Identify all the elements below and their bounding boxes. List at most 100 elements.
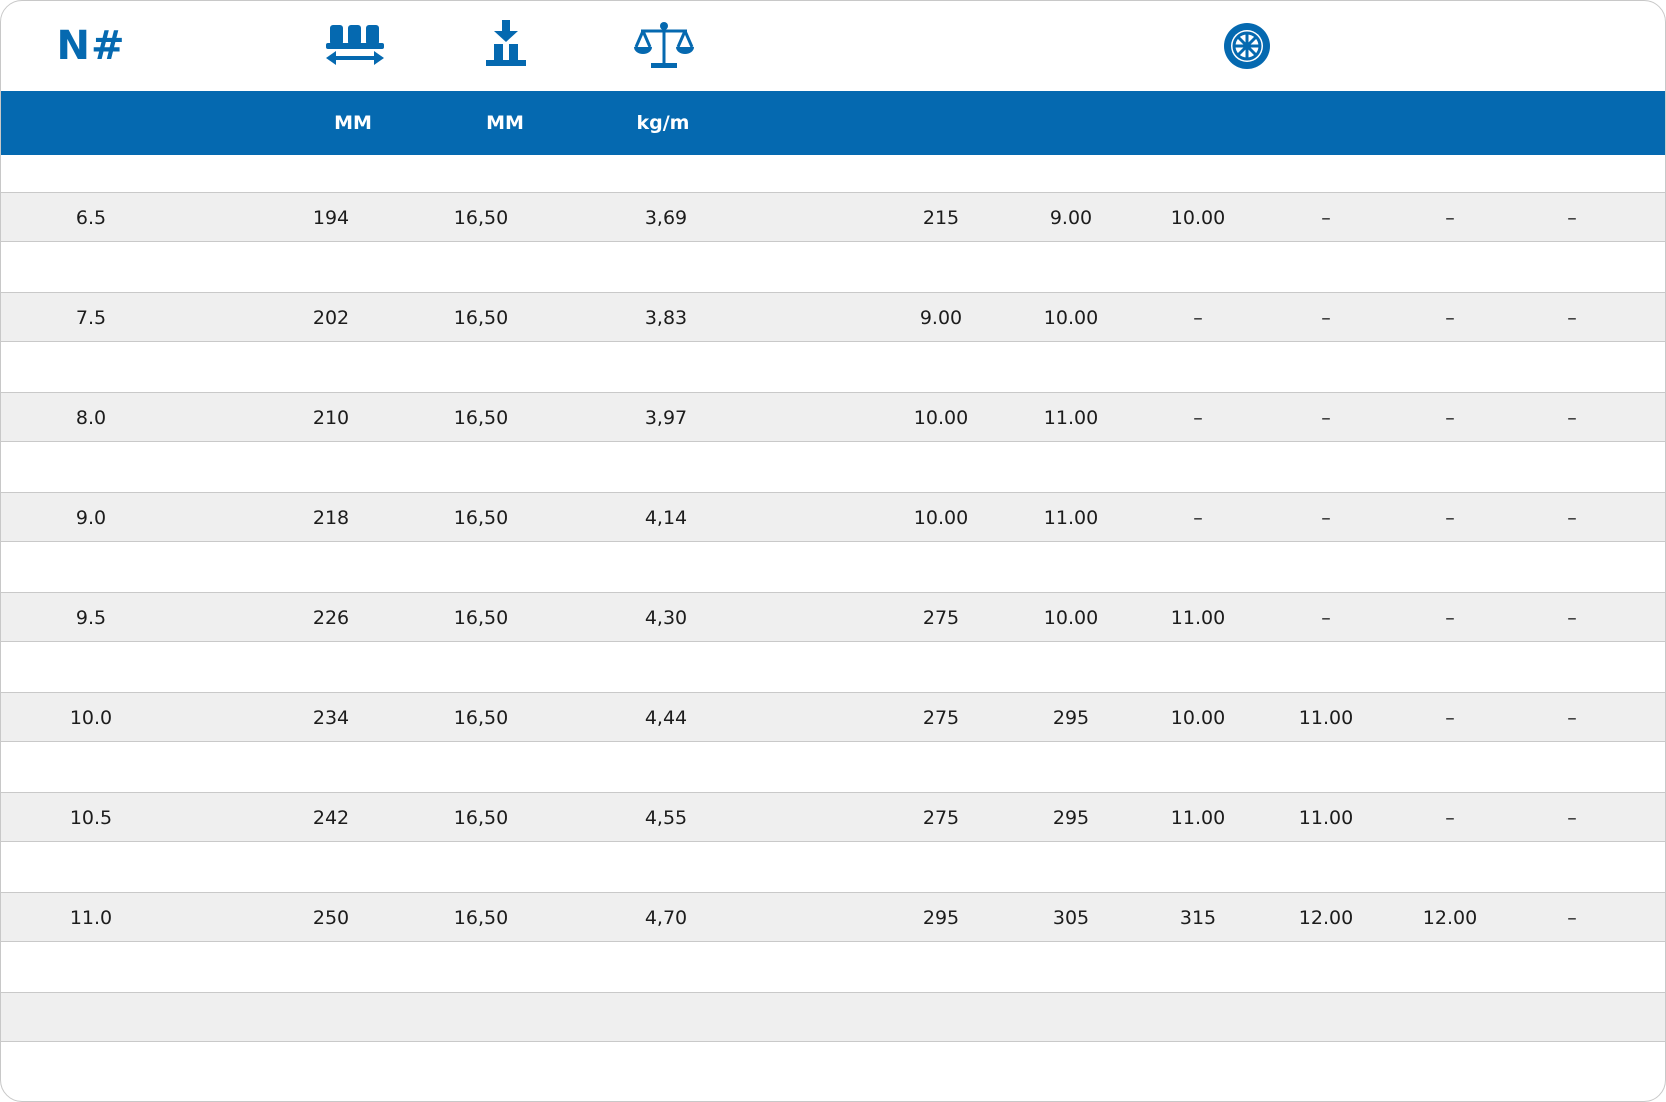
table-row: 9.0 218 16,50 4,14 10.00 11.00 – – – – [1, 492, 1665, 542]
thickness-cell: 16,50 [453, 907, 509, 929]
rim-cell: 11.00 [1170, 607, 1226, 629]
size-cell: 8.0 [75, 407, 107, 429]
width-cell: 218 [312, 507, 350, 529]
weight-cell: 4,70 [644, 907, 688, 929]
size-cell: 7.5 [75, 307, 107, 329]
size-cell: 10.5 [69, 807, 113, 829]
rim-cell: 9.00 [919, 307, 963, 329]
rim-cell: 9.00 [1049, 207, 1093, 229]
size-cell: 6.5 [75, 207, 107, 229]
rim-cell: 215 [922, 207, 960, 229]
rim-cell: – [1321, 407, 1331, 429]
width-cell: 242 [312, 807, 350, 829]
rim-cell: – [1321, 507, 1331, 529]
size-cell: 9.0 [75, 507, 107, 529]
rim-cell: – [1567, 907, 1577, 929]
rim-cell: – [1321, 307, 1331, 329]
width-unit: MM [334, 112, 372, 134]
rim-cell: – [1445, 707, 1455, 729]
weight-unit: kg/m [636, 112, 690, 134]
rim-cell: – [1567, 607, 1577, 629]
rim-cell: 275 [922, 607, 960, 629]
rim-cell: – [1193, 307, 1203, 329]
rim-cell: 10.00 [1170, 707, 1226, 729]
number-header: N# [31, 1, 151, 91]
weight-cell: 3,83 [644, 307, 688, 329]
rim-cell: – [1567, 207, 1577, 229]
rim-cell: – [1445, 607, 1455, 629]
rim-cell: 10.00 [913, 407, 969, 429]
size-cell: 11.0 [69, 907, 113, 929]
thickness-cell: 16,50 [453, 407, 509, 429]
size-cell: 9.5 [75, 607, 107, 629]
rim-cell: 11.00 [1043, 507, 1099, 529]
rim-cell: – [1567, 707, 1577, 729]
unit-header-bar: MM MM kg/m [1, 91, 1665, 155]
table-row: 8.0 210 16,50 3,97 10.00 11.00 – – – – [1, 392, 1665, 442]
rim-cell: 275 [922, 807, 960, 829]
rim-cell: – [1193, 507, 1203, 529]
table-row: 10.0 234 16,50 4,44 275 295 10.00 11.00 … [1, 692, 1665, 742]
weight-cell: 4,44 [644, 707, 688, 729]
icon-header-row: N# [1, 1, 1665, 91]
rim-cell: 10.00 [913, 507, 969, 529]
rim-cell: – [1445, 807, 1455, 829]
weight-cell: 4,30 [644, 607, 688, 629]
rim-cell: 12.00 [1298, 907, 1354, 929]
rim-cell: 10.00 [1043, 607, 1099, 629]
thickness-cell: 16,50 [453, 207, 509, 229]
rim-cell: 295 [922, 907, 960, 929]
rim-cell: 275 [922, 707, 960, 729]
rim-cell: – [1445, 407, 1455, 429]
weight-cell: 3,69 [644, 207, 688, 229]
width-cell: 234 [312, 707, 350, 729]
thickness-icon [441, 1, 571, 91]
table-row: 7.5 202 16,50 3,83 9.00 10.00 – – – – [1, 292, 1665, 342]
rim-cell: – [1445, 207, 1455, 229]
number-symbol: N# [56, 23, 126, 69]
thickness-cell: 16,50 [453, 307, 509, 329]
width-cell: 226 [312, 607, 350, 629]
table-row: 6.5 194 16,50 3,69 215 9.00 10.00 – – – [1, 192, 1665, 242]
rim-cell: – [1445, 507, 1455, 529]
width-cell: 210 [312, 407, 350, 429]
thickness-cell: 16,50 [453, 807, 509, 829]
rim-cell: 295 [1052, 807, 1090, 829]
rim-cell: – [1193, 407, 1203, 429]
rim-cell: 11.00 [1170, 807, 1226, 829]
rim-cell: 305 [1052, 907, 1090, 929]
rim-cell: 11.00 [1298, 807, 1354, 829]
weight-cell: 3,97 [644, 407, 688, 429]
rim-cell: 10.00 [1043, 307, 1099, 329]
rim-cell: – [1567, 407, 1577, 429]
rim-cell: 11.00 [1298, 707, 1354, 729]
rim-cell: – [1321, 207, 1331, 229]
size-cell: 10.0 [69, 707, 113, 729]
thickness-cell: 16,50 [453, 607, 509, 629]
rim-cell: 295 [1052, 707, 1090, 729]
rim-cell: 315 [1179, 907, 1217, 929]
wheel-icon [1197, 1, 1297, 91]
table-row: 10.5 242 16,50 4,55 275 295 11.00 11.00 … [1, 792, 1665, 842]
width-cell: 202 [312, 307, 350, 329]
weight-cell: 4,55 [644, 807, 688, 829]
rim-cell: 11.00 [1043, 407, 1099, 429]
width-cell: 194 [312, 207, 350, 229]
thickness-cell: 16,50 [453, 707, 509, 729]
rim-cell: 12.00 [1422, 907, 1478, 929]
table-row: 11.0 250 16,50 4,70 295 305 315 12.00 12… [1, 892, 1665, 942]
empty-row [1, 992, 1665, 1042]
rim-cell: 10.00 [1170, 207, 1226, 229]
thickness-cell: 16,50 [453, 507, 509, 529]
rim-cell: – [1567, 507, 1577, 529]
rim-cell: – [1445, 307, 1455, 329]
rim-cell: – [1567, 807, 1577, 829]
table-row: 9.5 226 16,50 4,30 275 10.00 11.00 – – – [1, 592, 1665, 642]
weight-cell: 4,14 [644, 507, 688, 529]
weight-scale-icon [599, 1, 729, 91]
thickness-unit: MM [486, 112, 524, 134]
width-cell: 250 [312, 907, 350, 929]
rim-cell: – [1567, 307, 1577, 329]
rim-cell: – [1321, 607, 1331, 629]
